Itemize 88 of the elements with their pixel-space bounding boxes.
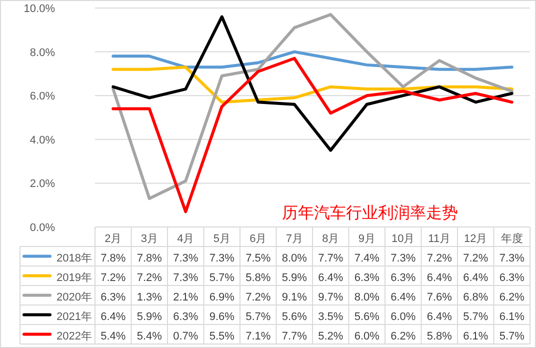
x-tick-label: 4月 — [177, 233, 194, 245]
line-series — [112, 15, 514, 152]
x-tick-label: 9月 — [358, 233, 376, 245]
x-tick-label: 5月 — [213, 233, 230, 245]
y-tick-label: 0.0% — [30, 222, 56, 234]
data-label: 5.8% — [246, 272, 271, 284]
data-label: 5.7% — [246, 311, 271, 323]
legend-label: 2018年 — [56, 252, 92, 264]
legend-label: 2020年 — [56, 292, 92, 304]
data-label: 6.4% — [100, 311, 126, 323]
data-label: 5.4% — [100, 330, 126, 342]
data-label: 7.1% — [246, 330, 271, 342]
data-label: 7.3% — [173, 252, 198, 264]
data-label: 7.7% — [282, 330, 308, 342]
line-series — [112, 13, 514, 200]
data-label: 7.2% — [463, 252, 488, 264]
data-label: 7.3% — [499, 252, 525, 264]
data-label: 6.1% — [499, 311, 525, 323]
x-tick-label: 2月 — [104, 233, 122, 245]
data-label: 7.4% — [354, 252, 380, 264]
data-label: 7.2% — [246, 292, 271, 304]
data-label: 6.3% — [499, 272, 525, 284]
y-tick-label: 10.0% — [24, 3, 56, 15]
x-tick-label: 8月 — [322, 233, 340, 245]
data-label: 6.0% — [354, 330, 380, 342]
legend-label: 2021年 — [56, 311, 92, 323]
data-label: 5.7% — [209, 272, 235, 284]
data-label: 9.6% — [209, 311, 235, 323]
data-label: 9.1% — [282, 292, 308, 304]
data-label: 7.7% — [318, 252, 344, 264]
data-label: 6.4% — [463, 272, 488, 284]
x-tick-label: 年度 — [500, 232, 523, 245]
data-label: 7.5% — [246, 252, 271, 264]
data-label: 6.9% — [209, 292, 235, 304]
data-label: 8.0% — [354, 292, 380, 304]
data-label: 5.7% — [499, 330, 525, 342]
data-label: 7.8% — [136, 252, 162, 264]
data-label: 5.6% — [354, 311, 380, 323]
data-label: 5.7% — [463, 311, 488, 323]
data-label: 3.5% — [318, 311, 344, 323]
legend-label: 2022年 — [56, 330, 92, 342]
data-label: 6.1% — [463, 330, 488, 342]
data-label: 9.7% — [318, 292, 344, 304]
data-label: 6.4% — [426, 272, 452, 284]
y-tick-label: 8.0% — [30, 46, 56, 59]
x-tick-label: 6月 — [250, 233, 267, 245]
data-label: 6.3% — [390, 272, 416, 284]
x-tick-label: 10月 — [392, 233, 415, 245]
y-tick-label: 2.0% — [30, 178, 56, 190]
data-label: 5.2% — [318, 330, 344, 342]
data-label: 6.4% — [318, 272, 344, 284]
data-label: 7.3% — [390, 252, 416, 264]
data-label: 6.4% — [390, 292, 416, 304]
line-series — [112, 66, 514, 104]
legend-label: 2019年 — [56, 272, 92, 284]
data-label: 5.5% — [209, 330, 235, 342]
data-label: 7.3% — [209, 252, 235, 264]
data-label: 7.2% — [136, 272, 162, 284]
data-label: 2.1% — [173, 292, 198, 304]
data-label: 6.4% — [426, 311, 452, 323]
data-label: 5.8% — [426, 330, 452, 342]
x-tick-label: 12月 — [464, 233, 488, 245]
data-label: 6.2% — [390, 330, 416, 342]
data-label: 0.7% — [173, 330, 198, 342]
data-label: 5.4% — [136, 330, 162, 342]
data-label: 6.0% — [390, 311, 416, 323]
y-tick-label: 6.0% — [30, 90, 56, 103]
data-label: 6.8% — [463, 292, 488, 304]
data-label: 5.9% — [136, 311, 162, 323]
data-label: 5.6% — [282, 311, 308, 323]
data-label: 7.3% — [173, 272, 198, 284]
line-series — [112, 50, 514, 71]
data-label: 7.6% — [426, 292, 452, 304]
data-label: 7.2% — [426, 252, 452, 264]
text: 历年汽车行业利润率走势 — [282, 204, 458, 222]
data-label: 8.0% — [282, 252, 308, 264]
data-label: 7.2% — [100, 272, 126, 284]
x-tick-label: 11月 — [428, 233, 451, 245]
x-tick-label: 7月 — [286, 233, 303, 245]
data-label: 6.3% — [173, 311, 198, 323]
data-label: 1.3% — [136, 292, 162, 304]
data-label: 5.9% — [282, 272, 308, 284]
data-label: 7.8% — [100, 252, 126, 264]
data-label: 6.3% — [354, 272, 380, 284]
x-tick-label: 3月 — [140, 233, 158, 245]
data-label: 6.3% — [100, 292, 126, 304]
data-label: 6.2% — [499, 292, 525, 304]
y-tick-label: 4.0% — [30, 134, 56, 146]
